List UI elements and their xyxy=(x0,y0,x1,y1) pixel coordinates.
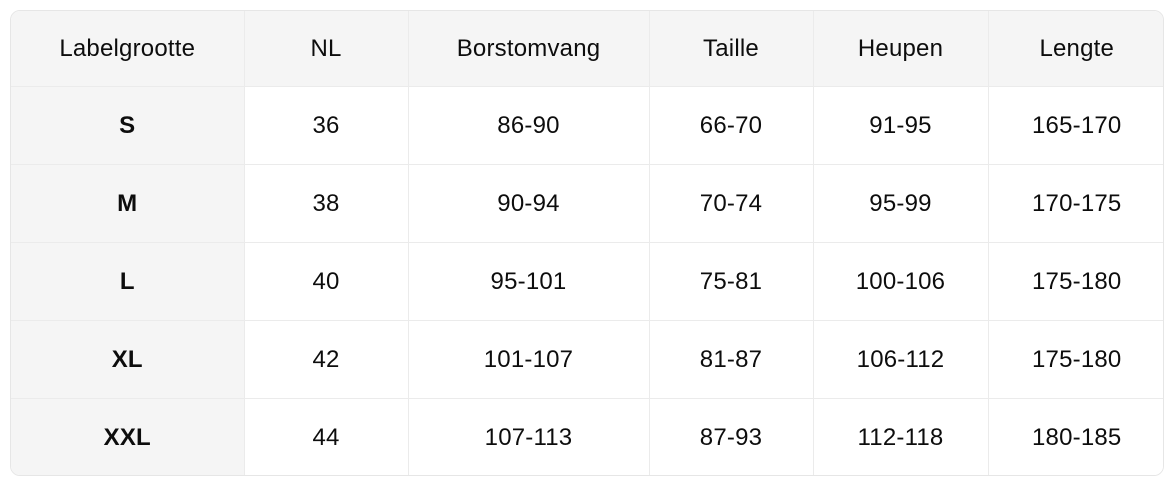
size-cell: 107-113 xyxy=(407,398,649,475)
header-cell-lengte: Lengte xyxy=(987,11,1163,87)
size-cell: 101-107 xyxy=(407,320,649,399)
size-cell: 180-185 xyxy=(987,398,1163,475)
header-cell-labelgrootte: Labelgrootte xyxy=(11,11,244,87)
size-row-s: S 36 86-90 66-70 91-95 165-170 xyxy=(11,86,1163,165)
header-cell-taille: Taille xyxy=(648,11,813,87)
size-cell: 95-99 xyxy=(812,164,988,243)
size-cell: 91-95 xyxy=(812,86,988,165)
row-label-cell: S xyxy=(11,86,244,165)
size-cell: 86-90 xyxy=(407,86,649,165)
size-cell: 66-70 xyxy=(648,86,813,165)
row-label-cell: XL xyxy=(11,320,244,399)
size-table-grid: Labelgrootte NL Borstomvang Taille Heupe… xyxy=(11,11,1163,475)
size-row-xl: XL 42 101-107 81-87 106-112 175-180 xyxy=(11,320,1163,399)
size-cell: 112-118 xyxy=(812,398,988,475)
header-row: Labelgrootte NL Borstomvang Taille Heupe… xyxy=(11,11,1163,87)
size-cell: 90-94 xyxy=(407,164,649,243)
size-table: Labelgrootte NL Borstomvang Taille Heupe… xyxy=(10,10,1164,476)
size-cell: 42 xyxy=(243,320,408,399)
size-cell: 36 xyxy=(243,86,408,165)
size-cell: 70-74 xyxy=(648,164,813,243)
row-label-cell: L xyxy=(11,242,244,321)
size-cell: 81-87 xyxy=(648,320,813,399)
size-cell: 38 xyxy=(243,164,408,243)
size-cell: 165-170 xyxy=(987,86,1163,165)
size-cell: 100-106 xyxy=(812,242,988,321)
header-cell-nl: NL xyxy=(243,11,408,87)
size-cell: 44 xyxy=(243,398,408,475)
size-cell: 95-101 xyxy=(407,242,649,321)
size-cell: 170-175 xyxy=(987,164,1163,243)
size-cell: 175-180 xyxy=(987,242,1163,321)
size-cell: 106-112 xyxy=(812,320,988,399)
size-cell: 175-180 xyxy=(987,320,1163,399)
size-cell: 87-93 xyxy=(648,398,813,475)
size-row-l: L 40 95-101 75-81 100-106 175-180 xyxy=(11,242,1163,321)
size-row-m: M 38 90-94 70-74 95-99 170-175 xyxy=(11,164,1163,243)
size-row-xxl: XXL 44 107-113 87-93 112-118 180-185 xyxy=(11,398,1163,475)
header-cell-heupen: Heupen xyxy=(812,11,988,87)
row-label-cell: XXL xyxy=(11,398,244,475)
size-cell: 40 xyxy=(243,242,408,321)
size-cell: 75-81 xyxy=(648,242,813,321)
header-cell-borstomvang: Borstomvang xyxy=(407,11,649,87)
row-label-cell: M xyxy=(11,164,244,243)
